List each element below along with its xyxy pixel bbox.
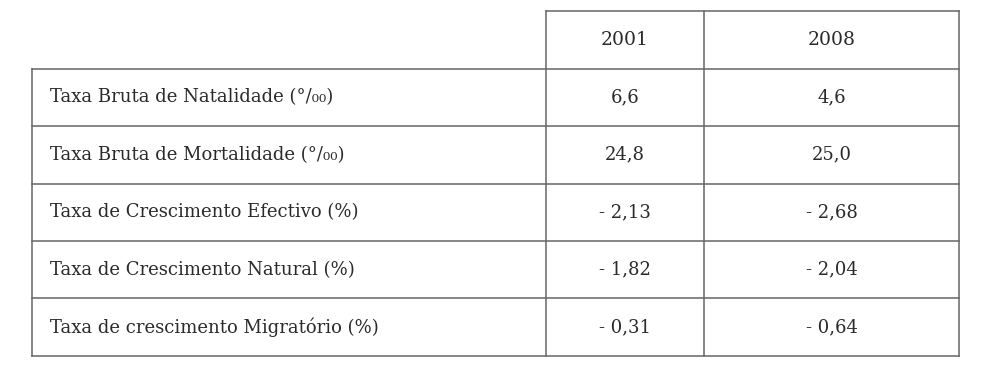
Text: 2008: 2008 bbox=[808, 31, 855, 49]
Text: - 2,68: - 2,68 bbox=[806, 203, 857, 221]
Text: - 0,64: - 0,64 bbox=[806, 318, 857, 336]
Text: Taxa Bruta de Mortalidade (°/₀₀): Taxa Bruta de Mortalidade (°/₀₀) bbox=[50, 146, 344, 164]
Text: - 1,82: - 1,82 bbox=[599, 261, 650, 279]
Text: 25,0: 25,0 bbox=[812, 146, 851, 164]
Text: Taxa de Crescimento Natural (%): Taxa de Crescimento Natural (%) bbox=[50, 261, 355, 279]
Text: 4,6: 4,6 bbox=[817, 88, 846, 106]
Text: - 2,13: - 2,13 bbox=[599, 203, 650, 221]
Text: 6,6: 6,6 bbox=[610, 88, 640, 106]
Text: - 0,31: - 0,31 bbox=[599, 318, 650, 336]
Text: 2001: 2001 bbox=[601, 31, 648, 49]
Text: - 2,04: - 2,04 bbox=[806, 261, 857, 279]
Text: Taxa de crescimento Migratório (%): Taxa de crescimento Migratório (%) bbox=[50, 317, 379, 337]
Text: 24,8: 24,8 bbox=[605, 146, 645, 164]
Text: Taxa de Crescimento Efectivo (%): Taxa de Crescimento Efectivo (%) bbox=[50, 203, 359, 221]
Text: Taxa Bruta de Natalidade (°/₀₀): Taxa Bruta de Natalidade (°/₀₀) bbox=[50, 88, 334, 106]
